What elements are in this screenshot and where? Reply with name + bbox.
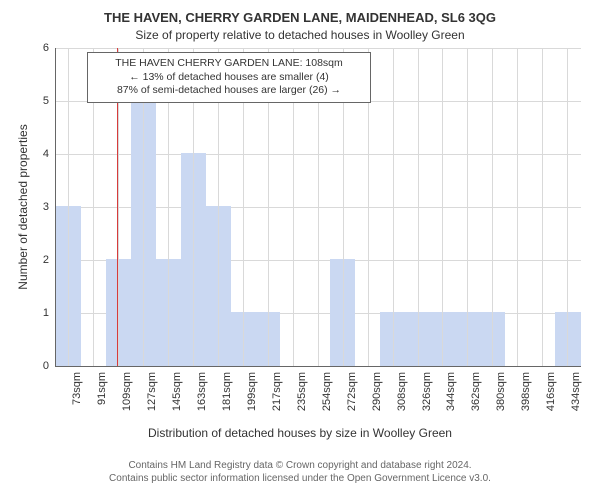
gridline-x — [393, 48, 394, 366]
x-tick-label: 254sqm — [321, 372, 333, 424]
gridline-x — [492, 48, 493, 366]
chart-subtitle: Size of property relative to detached ho… — [0, 28, 600, 42]
x-axis-label: Distribution of detached houses by size … — [0, 426, 600, 440]
footer-attribution: Contains HM Land Registry data © Crown c… — [0, 460, 600, 485]
annotation-box: THE HAVEN CHERRY GARDEN LANE: 108sqm← 13… — [87, 52, 371, 103]
y-tick-label: 1 — [35, 307, 49, 319]
x-tick-label: 199sqm — [246, 372, 258, 424]
x-tick-label: 344sqm — [445, 372, 457, 424]
gridline-x — [418, 48, 419, 366]
chart-title: THE HAVEN, CHERRY GARDEN LANE, MAIDENHEA… — [0, 10, 600, 25]
gridline-x — [542, 48, 543, 366]
x-tick-label: 362sqm — [470, 372, 482, 424]
gridline-x — [442, 48, 443, 366]
x-tick-label: 416sqm — [545, 372, 557, 424]
x-tick-label: 398sqm — [520, 372, 532, 424]
y-tick-label: 0 — [35, 360, 49, 372]
x-tick-label: 73sqm — [71, 372, 83, 424]
x-tick-label: 380sqm — [495, 372, 507, 424]
gridline-x — [517, 48, 518, 366]
footer-line: Contains HM Land Registry data © Crown c… — [0, 460, 600, 473]
y-tick-label: 6 — [35, 42, 49, 54]
chart-container: { "title": { "text": "THE HAVEN, CHERRY … — [0, 0, 600, 500]
x-tick-label: 434sqm — [570, 372, 582, 424]
x-tick-label: 272sqm — [346, 372, 358, 424]
x-tick-label: 181sqm — [221, 372, 233, 424]
annotation-line: ← 13% of detached houses are smaller (4) — [94, 71, 364, 85]
x-tick-label: 145sqm — [171, 372, 183, 424]
x-tick-label: 326sqm — [421, 372, 433, 424]
annotation-line: THE HAVEN CHERRY GARDEN LANE: 108sqm — [94, 57, 364, 71]
gridline-x — [68, 48, 69, 366]
x-tick-label: 91sqm — [96, 372, 108, 424]
x-tick-label: 127sqm — [146, 372, 158, 424]
gridline-x — [467, 48, 468, 366]
annotation-line: 87% of semi-detached houses are larger (… — [94, 84, 364, 98]
x-tick-label: 290sqm — [371, 372, 383, 424]
x-tick-label: 109sqm — [121, 372, 133, 424]
y-tick-label: 3 — [35, 201, 49, 213]
x-tick-label: 308sqm — [396, 372, 408, 424]
x-tick-label: 163sqm — [196, 372, 208, 424]
x-tick-label: 217sqm — [271, 372, 283, 424]
y-tick-label: 2 — [35, 254, 49, 266]
x-tick-label: 235sqm — [296, 372, 308, 424]
y-tick-label: 5 — [35, 95, 49, 107]
y-tick-label: 4 — [35, 148, 49, 160]
gridline-x — [567, 48, 568, 366]
y-axis-label: Number of detached properties — [16, 107, 30, 307]
footer-line: Contains public sector information licen… — [0, 473, 600, 486]
